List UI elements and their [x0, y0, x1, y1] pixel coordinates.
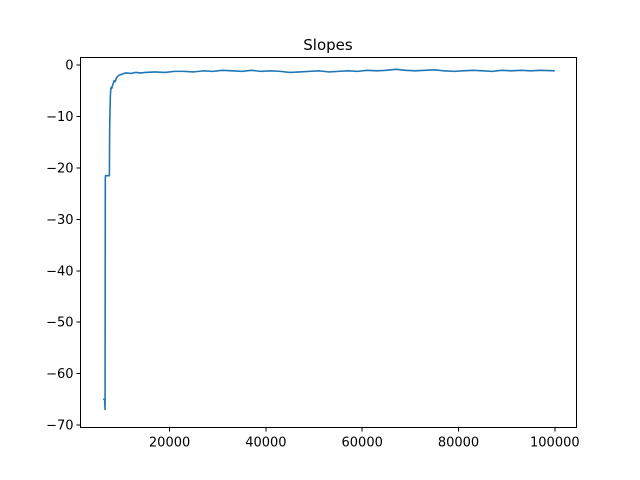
y-tick-label: 0: [65, 59, 73, 74]
x-tick-label: 80000: [438, 436, 479, 451]
y-tick-label: −20: [46, 161, 73, 176]
y-tick-label: −50: [46, 316, 73, 331]
x-tick-label: 20000: [149, 436, 190, 451]
y-tick-label: −60: [46, 367, 73, 382]
y-tick-label: −40: [46, 264, 73, 279]
series-layer: [103, 68, 555, 411]
x-tick-label: 60000: [342, 436, 383, 451]
chart-title: Slopes: [303, 36, 353, 54]
x-tick-label: 100000: [530, 436, 580, 451]
x-axis: 20000 40000 60000 80000 100000: [149, 427, 580, 451]
y-tick-label: −10: [46, 110, 73, 125]
y-axis: 0 −10 −20 −30 −40 −50 −60 −70: [46, 59, 81, 433]
x-tick-label: 40000: [245, 436, 286, 451]
y-tick-label: −70: [46, 418, 73, 433]
y-tick-label: −30: [46, 213, 73, 228]
plot-frame: [80, 57, 577, 428]
series-line-0: [103, 68, 555, 411]
